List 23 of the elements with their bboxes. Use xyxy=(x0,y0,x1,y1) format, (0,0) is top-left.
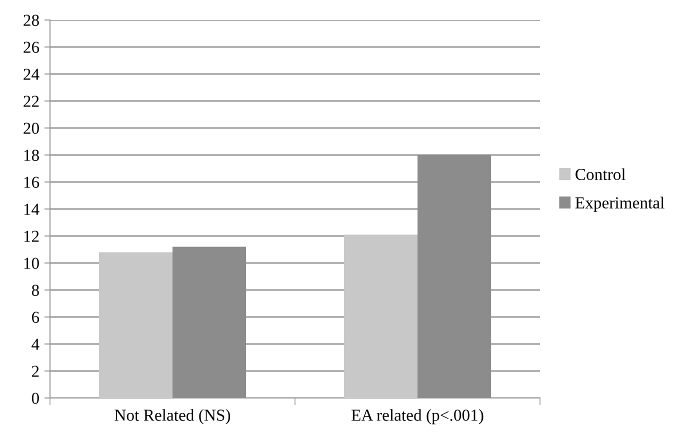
x-tick-label: Not Related (NS) xyxy=(114,409,230,424)
legend-label: Control xyxy=(576,168,626,180)
y-tick-label: 14 xyxy=(24,204,40,215)
x-tick-label: EA related (p<.001) xyxy=(351,409,484,424)
legend-label: Experimental xyxy=(575,196,664,212)
y-tick-label: 8 xyxy=(32,284,39,296)
y-tick-label: 16 xyxy=(24,176,40,188)
y-tick-label: 20 xyxy=(24,122,39,134)
y-tick-label: 6 xyxy=(32,312,40,323)
y-tick-label: 24 xyxy=(24,68,40,80)
y-tick-label: 4 xyxy=(32,338,40,350)
y-tick-label: 18 xyxy=(24,150,39,161)
bar xyxy=(344,234,418,398)
bar xyxy=(99,252,172,398)
y-tick-label: 0 xyxy=(32,392,39,404)
bar xyxy=(172,246,246,398)
y-tick-label: 26 xyxy=(24,42,40,53)
y-tick-label: 12 xyxy=(24,230,39,242)
y-tick-label: 28 xyxy=(24,14,39,26)
y-tick-label: 22 xyxy=(24,96,39,107)
y-tick-label: 10 xyxy=(24,258,39,269)
bar xyxy=(418,155,491,398)
y-tick-label: 2 xyxy=(32,366,39,377)
